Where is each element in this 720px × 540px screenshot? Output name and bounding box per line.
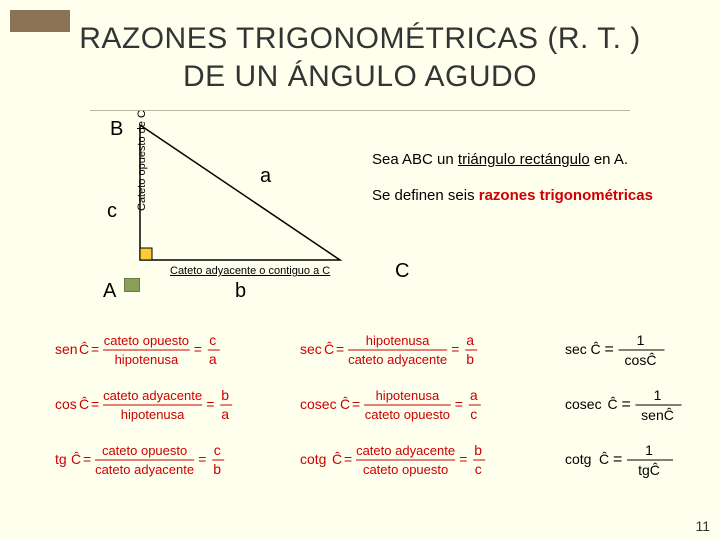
svg-text:1: 1 [654, 387, 662, 403]
svg-text:hipotenusa: hipotenusa [115, 352, 179, 367]
svg-text:=: = [206, 396, 214, 412]
svg-text:hipotenusa: hipotenusa [121, 407, 185, 422]
svg-text:1: 1 [637, 332, 645, 348]
formula-grid: senĈ=cateto opuestohipotenusa=cacosĈ=cat… [55, 335, 685, 510]
svg-text:a: a [209, 351, 217, 367]
svg-text:=: = [336, 341, 344, 357]
svg-text:tgĈ: tgĈ [638, 462, 660, 478]
title: RAZONES TRIGONOMÉTRICAS (R. T. ) DE UN Á… [0, 20, 720, 95]
svg-text:a: a [221, 406, 229, 422]
svg-text:cosĈ: cosĈ [625, 352, 657, 368]
side-a: a [260, 165, 271, 188]
svg-text:=: = [83, 451, 91, 467]
svg-text:cateto opuesto: cateto opuesto [363, 462, 448, 477]
svg-text:b: b [466, 351, 474, 367]
svg-text:cateto adyacente: cateto adyacente [103, 388, 202, 403]
svg-text:=: = [344, 451, 352, 467]
title-line1: RAZONES TRIGONOMÉTRICAS (R. T. ) [79, 22, 641, 55]
svg-text:cateto adyacente: cateto adyacente [348, 352, 447, 367]
side-c: c [107, 200, 117, 223]
vertex-B: B [110, 118, 123, 141]
svg-text:sen: sen [55, 341, 78, 357]
svg-text:cosec: cosec [300, 396, 337, 412]
vertex-C: C [395, 260, 409, 283]
svg-text:Ĉ: Ĉ [340, 396, 350, 412]
svg-text:c: c [475, 461, 482, 477]
vertex-A: A [103, 280, 116, 303]
svg-text:cateto opuesto: cateto opuesto [102, 443, 187, 458]
svg-text:b: b [213, 461, 221, 477]
triangle-svg [130, 120, 350, 285]
desc-line1-post: en A. [590, 151, 628, 168]
svg-text:cateto adyacente: cateto adyacente [356, 443, 455, 458]
desc-line2-pre: Se definen seis [372, 187, 479, 204]
svg-text:tg: tg [55, 451, 67, 467]
svg-text:=: = [451, 341, 459, 357]
desc-line2: Se definen seis razones trigonométricas [372, 184, 712, 208]
svg-text:a: a [470, 387, 478, 403]
svg-text:c: c [209, 332, 216, 348]
svg-text:=: = [605, 341, 614, 358]
svg-text:=: = [352, 396, 360, 412]
svg-text:=: = [459, 451, 467, 467]
desc-line1-pre: Sea ABC un [372, 151, 458, 168]
svg-text:cateto adyacente: cateto adyacente [95, 462, 194, 477]
svg-text:=: = [91, 396, 99, 412]
side-b: b [235, 280, 246, 303]
svg-text:Ĉ: Ĉ [71, 451, 81, 467]
desc-line2-red: razones trigonométricas [479, 187, 653, 204]
desc-line1: Sea ABC un triángulo rectángulo en A. [372, 148, 712, 172]
svg-text:1: 1 [645, 442, 653, 458]
svg-text:c: c [214, 442, 221, 458]
svg-text:Ĉ: Ĉ [324, 341, 334, 357]
svg-text:=: = [198, 451, 206, 467]
svg-text:cos: cos [55, 396, 77, 412]
svg-text:b: b [474, 442, 482, 458]
svg-text:a: a [466, 332, 474, 348]
horizontal-label: Cateto adyacente o contiguo a C [170, 265, 330, 277]
svg-text:=: = [91, 341, 99, 357]
svg-text:=: = [613, 451, 622, 468]
svg-text:senĈ: senĈ [641, 407, 674, 423]
svg-text:cateto opuesto: cateto opuesto [365, 407, 450, 422]
svg-text:cotg: cotg [300, 451, 326, 467]
title-separator [90, 110, 630, 111]
svg-text:sec: sec [565, 341, 587, 357]
mini-bullet-icon [124, 278, 140, 292]
svg-text:Ĉ: Ĉ [79, 396, 89, 412]
svg-text:hipotenusa: hipotenusa [376, 388, 440, 403]
page-number: 11 [695, 518, 710, 534]
svg-text:Ĉ: Ĉ [608, 396, 618, 412]
svg-text:cateto opuesto: cateto opuesto [104, 333, 189, 348]
title-line2: DE UN ÁNGULO AGUDO [183, 60, 537, 93]
svg-text:b: b [221, 387, 229, 403]
svg-text:Ĉ: Ĉ [599, 451, 609, 467]
vertical-label: Cateto opuesto de C [136, 110, 148, 211]
svg-text:cotg: cotg [565, 451, 591, 467]
svg-text:sec: sec [300, 341, 322, 357]
svg-text:Ĉ: Ĉ [79, 341, 89, 357]
svg-text:=: = [455, 396, 463, 412]
svg-text:hipotenusa: hipotenusa [366, 333, 430, 348]
svg-text:=: = [622, 396, 631, 413]
desc-line1-underline: triángulo rectángulo [458, 151, 590, 168]
svg-text:Ĉ: Ĉ [332, 451, 342, 467]
svg-text:c: c [470, 406, 477, 422]
svg-text:=: = [194, 341, 202, 357]
description: Sea ABC un triángulo rectángulo en A. Se… [372, 148, 712, 208]
svg-text:Ĉ: Ĉ [591, 341, 601, 357]
svg-text:cosec: cosec [565, 396, 602, 412]
